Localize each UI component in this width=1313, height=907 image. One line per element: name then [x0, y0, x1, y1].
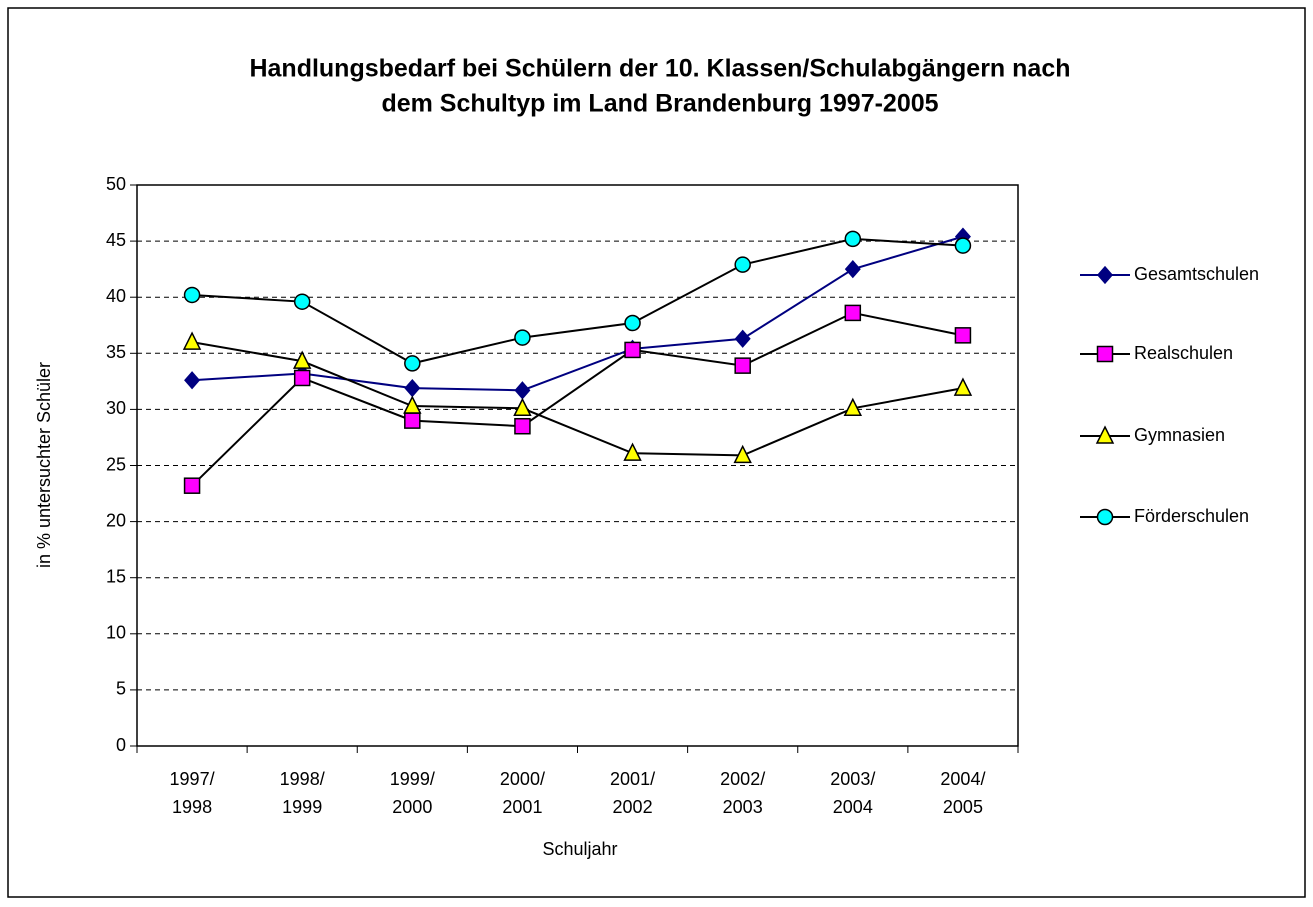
x-tick-label: 2001: [502, 797, 542, 817]
marker: [183, 286, 201, 304]
series-line: [191, 311, 964, 487]
marker: [292, 350, 312, 369]
x-tick-label: 1998: [172, 797, 212, 817]
x-tick-label: 2003: [723, 797, 763, 817]
legend-marker: [1096, 345, 1114, 363]
x-tick-label: 2002: [613, 797, 653, 817]
x-tick-label: 1998/: [280, 769, 325, 789]
legend-marker: [1097, 265, 1113, 285]
marker: [624, 314, 641, 332]
marker: [514, 417, 531, 435]
legend-label: Förderschulen: [1134, 506, 1249, 526]
marker: [293, 293, 311, 310]
series-line: [192, 237, 963, 365]
y-tick-label: 20: [106, 510, 126, 530]
marker: [953, 377, 973, 396]
y-tick-label: 45: [106, 230, 126, 250]
marker: [734, 357, 751, 374]
marker: [734, 256, 751, 273]
marker: [844, 260, 861, 279]
x-tick-label: 1997/: [170, 769, 215, 789]
marker: [844, 230, 862, 248]
x-tick-label: 2005: [943, 797, 983, 817]
legend-marker: [1095, 425, 1115, 444]
marker: [293, 369, 311, 387]
marker: [623, 442, 642, 461]
marker: [404, 412, 421, 429]
y-tick-label: 5: [116, 679, 126, 699]
x-tick-label: 2000: [392, 797, 432, 817]
x-tick-label: 1999/: [390, 769, 435, 789]
y-tick-label: 35: [106, 342, 126, 362]
x-tick-label: 2004/: [940, 769, 985, 789]
x-tick-label: 2001/: [610, 769, 655, 789]
y-tick-label: 15: [106, 566, 126, 586]
x-tick-label: 1999: [282, 797, 322, 817]
y-tick-label: 25: [106, 454, 126, 474]
x-axis-label: Schuljahr: [542, 839, 617, 859]
series-line: [191, 341, 964, 457]
x-tick-label: 2004: [833, 797, 873, 817]
x-tick-label: 2003/: [830, 769, 875, 789]
y-tick-label: 50: [106, 174, 126, 194]
y-tick-label: 10: [106, 623, 126, 643]
chart-frame: [7, 7, 1306, 898]
chart-title: dem Schultyp im Land Brandenburg 1997-20…: [381, 90, 938, 118]
marker: [182, 331, 202, 350]
y-tick-label: 40: [106, 286, 126, 306]
legend-label: Gesamtschulen: [1134, 264, 1259, 284]
marker: [624, 341, 641, 359]
marker: [733, 444, 752, 464]
marker: [843, 397, 863, 417]
y-tick-label: 30: [106, 398, 126, 418]
x-tick-label: 2000/: [500, 769, 545, 789]
marker: [734, 329, 751, 348]
marker: [184, 371, 201, 390]
legend-label: Gymnasien: [1134, 425, 1225, 445]
legend-marker: [1096, 508, 1114, 526]
marker: [513, 397, 532, 417]
marker: [403, 395, 422, 414]
marker: [844, 304, 862, 322]
marker: [954, 237, 972, 254]
chart-title: Handlungsbedarf bei Schülern der 10. Kla…: [249, 55, 1070, 83]
series-line: [192, 235, 964, 392]
y-axis-label: in % untersuchter Schüler: [34, 362, 54, 568]
marker: [954, 327, 972, 344]
legend-label: Realschulen: [1134, 343, 1233, 363]
marker: [404, 355, 421, 372]
x-tick-label: 2002/: [720, 769, 765, 789]
marker: [514, 329, 531, 346]
y-tick-label: 0: [116, 735, 126, 755]
marker: [183, 477, 201, 494]
